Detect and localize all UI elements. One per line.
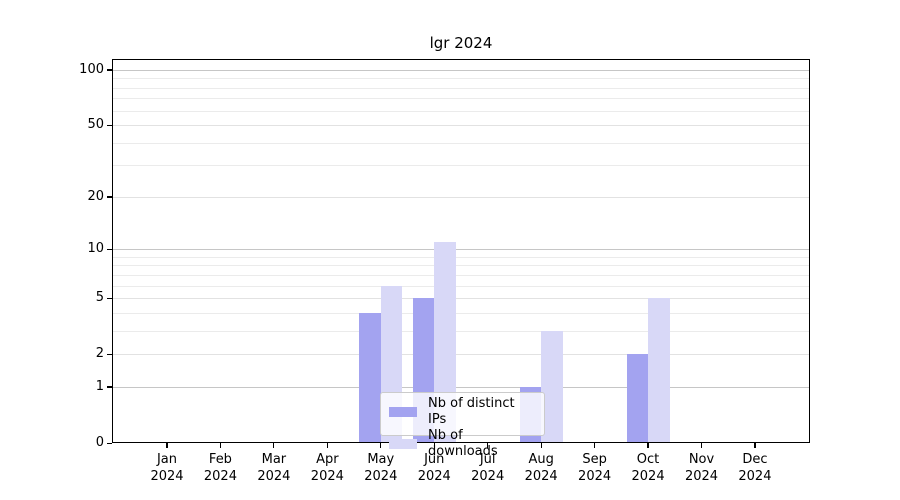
- tick-gridline: [112, 298, 810, 300]
- bar-distinct-ips-may: [359, 312, 381, 443]
- legend: Nb of distinct IPs Nb of downloads: [380, 392, 545, 459]
- minor-gridline: [112, 285, 810, 287]
- major-gridline: [112, 249, 810, 251]
- minor-gridline: [112, 78, 810, 80]
- x-tick-label: Jul 2024: [448, 451, 528, 485]
- minor-gridline: [112, 274, 810, 276]
- x-tick-year: 2024: [364, 469, 398, 484]
- bar-downloads-oct: [648, 298, 670, 443]
- y-tick-mark: [107, 124, 112, 126]
- x-tick-mark: [540, 443, 542, 448]
- chart-title: lgr 2024: [429, 34, 493, 52]
- y-tick-mark: [107, 386, 112, 388]
- x-tick-mark: [273, 443, 275, 448]
- x-tick-year: 2024: [524, 469, 558, 484]
- y-tick-label: 20: [87, 188, 104, 204]
- x-tick-label: Jun 2024: [394, 451, 474, 485]
- x-tick-mark: [219, 443, 222, 448]
- x-tick-mark: [594, 443, 596, 448]
- bar-distinct-ips-oct: [626, 354, 649, 443]
- y-tick-label: 100: [79, 61, 104, 77]
- minor-gridline: [112, 142, 810, 144]
- legend-item-downloads: Nb of downloads: [389, 428, 536, 460]
- x-tick-mark: [647, 443, 649, 448]
- x-tick-label: Jan 2024: [127, 451, 207, 485]
- minor-gridline: [112, 87, 810, 89]
- x-tick-mark: [166, 443, 168, 448]
- x-tick-label: Sep 2024: [555, 451, 635, 485]
- legend-swatch-distinct-ips: [389, 407, 417, 417]
- x-tick-mark: [433, 443, 435, 448]
- x-tick-month: Mar: [261, 452, 287, 467]
- x-tick-mark: [326, 443, 328, 448]
- major-gridline: [112, 69, 810, 71]
- x-tick-month: Apr: [316, 452, 339, 467]
- minor-gridline: [112, 256, 810, 258]
- y-tick-mark: [107, 353, 112, 355]
- minor-gridline: [112, 98, 810, 100]
- x-tick-mark: [487, 443, 489, 448]
- minor-gridline: [112, 110, 810, 112]
- x-tick-year: 2024: [471, 469, 505, 484]
- x-tick-month: Jun: [424, 452, 445, 467]
- x-tick-month: Feb: [208, 452, 232, 467]
- x-tick-year: 2024: [631, 469, 665, 484]
- x-tick-year: 2024: [684, 469, 719, 484]
- legend-item-distinct-ips: Nb of distinct IPs: [389, 396, 536, 428]
- y-tick-mark: [107, 248, 112, 250]
- x-tick-year: 2024: [150, 469, 184, 484]
- minor-gridline: [112, 165, 810, 167]
- y-tick-mark: [107, 442, 112, 444]
- plot-area: [112, 59, 810, 443]
- y-tick-label: 5: [95, 290, 104, 306]
- minor-gridline: [112, 330, 810, 332]
- x-tick-month: Nov: [688, 452, 715, 467]
- y-tick-label: 0: [95, 435, 104, 450]
- x-tick-mark: [754, 443, 756, 448]
- x-tick-label: Apr 2024: [287, 451, 367, 485]
- x-tick-label: Mar 2024: [234, 451, 314, 485]
- x-tick-month: Oct: [636, 452, 660, 467]
- x-tick-label: Aug 2024: [501, 451, 581, 485]
- x-tick-mark: [700, 443, 703, 448]
- x-tick-label: Nov 2024: [662, 451, 742, 485]
- tick-gridline: [112, 354, 810, 356]
- x-tick-label: Oct 2024: [608, 451, 688, 485]
- y-tick-label: 50: [87, 117, 104, 133]
- x-tick-year: 2024: [310, 469, 344, 484]
- x-tick-year: 2024: [738, 469, 772, 484]
- x-tick-month: Jan: [156, 452, 178, 467]
- minor-gridline: [112, 312, 810, 314]
- x-tick-month: Aug: [528, 452, 554, 467]
- x-tick-month: Jul: [479, 452, 496, 467]
- y-tick-mark: [107, 196, 112, 198]
- legend-swatch-downloads: [389, 439, 417, 449]
- legend-label-distinct-ips: Nb of distinct IPs: [428, 396, 515, 427]
- x-tick-month: Sep: [582, 452, 607, 467]
- x-tick-year: 2024: [203, 469, 237, 484]
- minor-gridline: [112, 265, 810, 267]
- x-tick-month: Dec: [742, 452, 768, 467]
- y-tick-mark: [107, 69, 112, 71]
- bar-downloads-aug: [541, 330, 563, 443]
- legend-label-downloads: Nb of downloads: [428, 428, 498, 459]
- tick-gridline: [112, 125, 810, 127]
- x-tick-label: Feb 2024: [180, 451, 260, 485]
- y-tick-mark: [107, 297, 112, 299]
- y-tick-label: 10: [87, 241, 104, 257]
- x-tick-year: 2024: [578, 469, 612, 484]
- x-tick-year: 2024: [257, 469, 291, 484]
- y-tick-label: 1: [95, 378, 104, 394]
- x-tick-label: Dec 2024: [715, 451, 795, 485]
- x-tick-mark: [380, 443, 382, 448]
- x-tick-label: May 2024: [341, 451, 421, 485]
- x-tick-month: May: [367, 452, 395, 467]
- x-tick-year: 2024: [417, 469, 451, 484]
- major-gridline: [112, 386, 810, 388]
- tick-gridline: [112, 196, 810, 198]
- y-tick-label: 2: [95, 346, 104, 362]
